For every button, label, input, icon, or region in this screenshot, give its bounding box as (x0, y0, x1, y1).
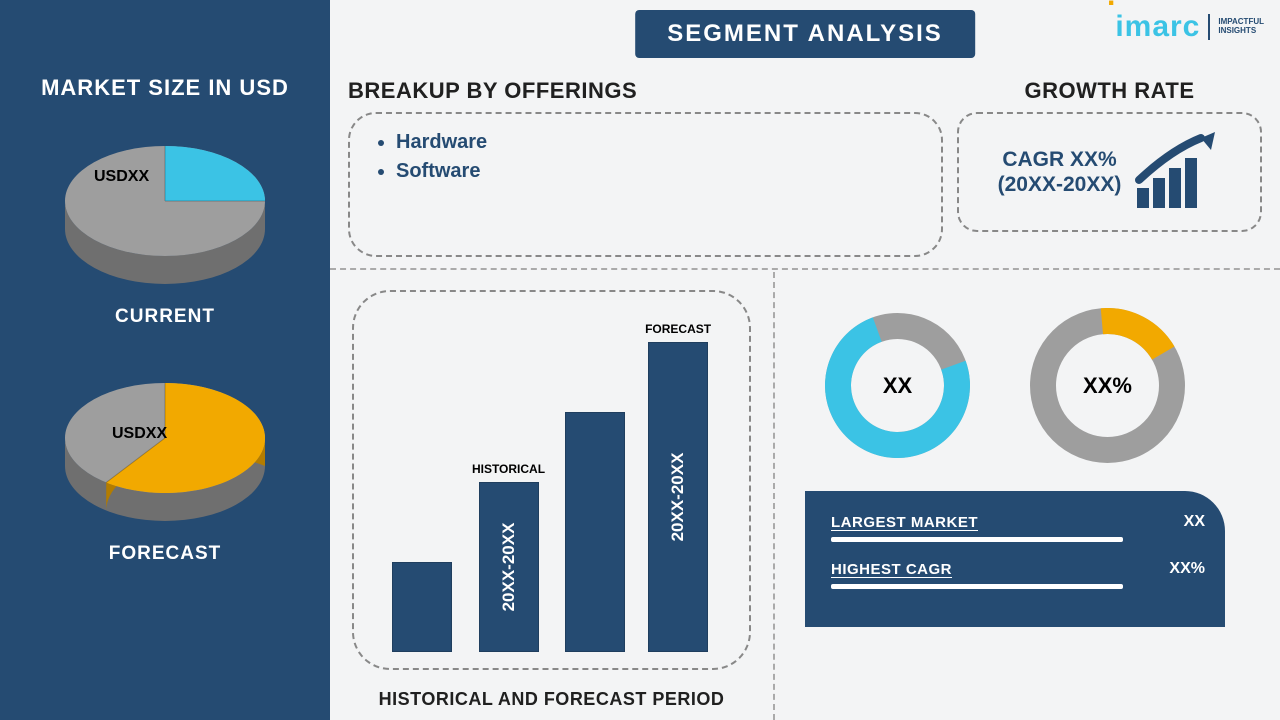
breakup-box: HardwareSoftware (348, 112, 943, 257)
growth-box: CAGR XX% (20XX-20XX) (957, 112, 1262, 232)
breakup-title: BREAKUP BY OFFERINGS (348, 78, 943, 104)
infographic-root: MARKET SIZE IN USD USDXX CURRENT USDXX FORE… (0, 0, 1280, 720)
divider-horizontal (330, 268, 1280, 270)
donut-label: XX% (1083, 373, 1132, 399)
page-title: SEGMENT ANALYSIS (635, 10, 975, 58)
pie-chart: USDXX (50, 126, 280, 296)
bar-unit: FORECAST 20XX-20XX (645, 322, 711, 652)
sidebar-pies: USDXX CURRENT USDXX FORECAST (50, 126, 280, 600)
bar-text: 20XX-20XX (668, 453, 688, 542)
growth-title: GROWTH RATE (957, 78, 1262, 104)
sidebar: MARKET SIZE IN USD USDXX CURRENT USDXX FORE… (0, 0, 330, 720)
panel-value: XX (1184, 513, 1205, 531)
pie-caption: FORECAST (50, 543, 280, 565)
bar-unit (565, 406, 625, 652)
row-top: BREAKUP BY OFFERINGS HardwareSoftware GR… (348, 78, 1262, 258)
donut-row: XX XX% (825, 308, 1256, 463)
panel-bar (831, 584, 1123, 589)
donut-chart: XX (825, 313, 970, 458)
pie-chart: USDXX (50, 363, 280, 533)
breakup-item: Software (396, 157, 917, 186)
bar-unit: HISTORICAL 20XX-20XX (472, 462, 545, 652)
growth-section: GROWTH RATE CAGR XX% (20XX-20XX) (957, 78, 1262, 258)
panel-label: LARGEST MARKET (831, 514, 978, 531)
bar (392, 562, 452, 652)
breakup-list: HardwareSoftware (374, 128, 917, 186)
growth-bars-arrow-icon (1131, 132, 1221, 212)
panel-row: HIGHEST CAGR XX% (831, 560, 1205, 578)
panel-bar (831, 537, 1123, 542)
bar (565, 412, 625, 652)
brand-word: imarc (1115, 10, 1200, 44)
bar-unit (392, 556, 452, 652)
pie-label: USDXX (112, 425, 167, 443)
panel-value: XX% (1169, 560, 1205, 578)
breakup-section: BREAKUP BY OFFERINGS HardwareSoftware (348, 78, 943, 258)
sidebar-title: MARKET SIZE IN USD (41, 75, 289, 101)
bar-tag: HISTORICAL (472, 462, 545, 476)
panel-label: HIGHEST CAGR (831, 561, 952, 578)
historical-caption: HISTORICAL AND FORECAST PERIOD (330, 689, 773, 710)
bar: 20XX-20XX (648, 342, 708, 652)
historical-col: HISTORICAL 20XX-20XX FORECAST 20XX-20XX HIS… (330, 272, 775, 720)
bar-tag: FORECAST (645, 322, 711, 336)
donut-label: XX (883, 373, 912, 399)
donut-chart: XX% (1030, 308, 1185, 463)
bar-text: 20XX-20XX (499, 523, 519, 612)
row-bottom: HISTORICAL 20XX-20XX FORECAST 20XX-20XX HIS… (330, 272, 1280, 720)
growth-text: CAGR XX% (20XX-20XX) (998, 147, 1122, 197)
breakup-item: Hardware (396, 128, 917, 157)
pie-caption: CURRENT (50, 306, 280, 328)
main-area: . imarc IMPACTFUL INSIGHTS SEGMENT ANALY… (330, 0, 1280, 720)
right-col: XX XX% LARGEST MARKET XX HIGHEST CAGR XX% (775, 272, 1280, 720)
stats-panel: LARGEST MARKET XX HIGHEST CAGR XX% (805, 491, 1225, 627)
pie-label: USDXX (94, 168, 149, 186)
bar: 20XX-20XX (479, 482, 539, 652)
panel-row: LARGEST MARKET XX (831, 513, 1205, 531)
historical-box: HISTORICAL 20XX-20XX FORECAST 20XX-20XX (352, 290, 751, 670)
historical-bars: HISTORICAL20XX-20XXFORECAST20XX-20XX (404, 318, 699, 652)
brand-tagline: IMPACTFUL INSIGHTS (1218, 18, 1264, 36)
brand-logo: . imarc IMPACTFUL INSIGHTS (1107, 10, 1264, 44)
brand-separator (1208, 14, 1210, 40)
